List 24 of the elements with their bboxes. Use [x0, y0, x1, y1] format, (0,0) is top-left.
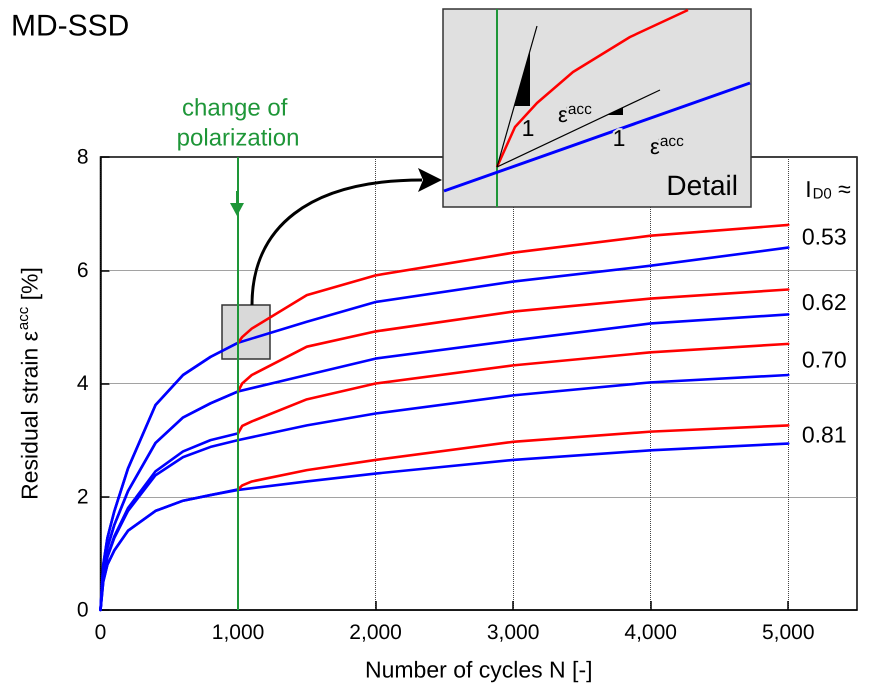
text: 1 [522, 115, 534, 141]
x-tick-label: 2,000 [349, 621, 402, 644]
x-tick-label: 0 [94, 621, 106, 644]
x-tick-label: 3,000 [486, 621, 540, 644]
annotation: 0.70 [802, 346, 847, 372]
ref-line-label: change of polarization [176, 94, 300, 152]
x-tick-label: 1,000 [212, 621, 264, 644]
y-axis-title: Residual strain εacc [%] [15, 267, 42, 500]
chart-title: MD-SSD [11, 10, 130, 42]
text: ε̇$^{acc}$ [558, 100, 592, 127]
annotation: Detail [666, 170, 738, 201]
annotation: 0.53 [802, 223, 847, 250]
text: 1 [612, 125, 626, 151]
annotation: 0.81 [802, 421, 847, 448]
annotation: 0.62 [802, 288, 847, 315]
y-tick-label: 2 [76, 485, 88, 508]
annotation: ε̇$^{acc}$ [650, 132, 684, 159]
y-tick-label: 0 [76, 598, 88, 622]
x-axis-title: Number of cycles N [-] [365, 656, 592, 682]
x-tick-label: 5,000 [762, 621, 815, 644]
x-tick-label: 4,000 [624, 621, 677, 644]
y-tick-label: 4 [76, 372, 89, 395]
y-tick-label: 8 [76, 146, 88, 168]
y-tick-label: 6 [76, 258, 88, 282]
